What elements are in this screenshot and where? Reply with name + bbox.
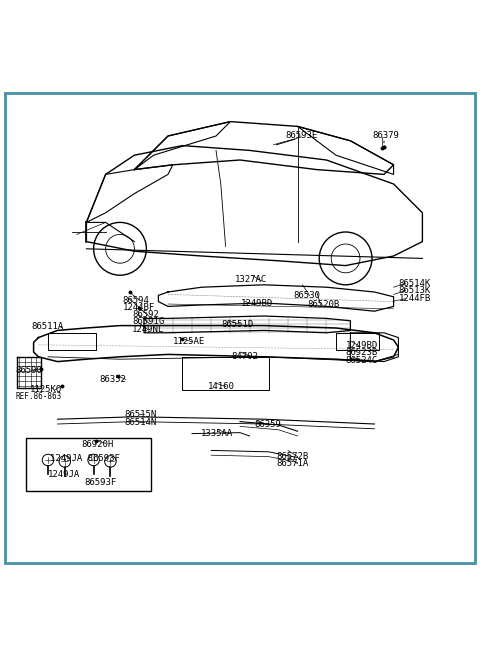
Text: 1244FB: 1244FB [398,294,431,302]
Text: 86513K: 86513K [398,286,431,295]
Bar [336,333,379,350]
Text: 86920H: 86920H [82,440,114,449]
Text: 86551D: 86551D [222,319,254,329]
Text: REF.86-863: REF.86-863 [15,392,61,401]
Text: 1249BD: 1249BD [241,300,273,308]
Text: 1249BD: 1249BD [346,341,378,350]
Text: 1249NL: 1249NL [132,325,164,334]
Bar [182,357,269,390]
Text: 86592: 86592 [132,310,159,319]
Text: 86593E: 86593E [286,131,318,140]
Text: 1249JA: 1249JA [48,470,80,479]
Text: 84702: 84702 [231,352,258,361]
Text: 86591G: 86591G [132,318,164,326]
Text: 1327AC: 1327AC [235,276,267,285]
Text: 86593F: 86593F [84,478,116,487]
Bar [48,333,96,350]
Text: 86379: 86379 [372,131,399,140]
Text: 86524C: 86524C [346,356,378,365]
Bar [26,438,151,491]
Text: 1244BF: 1244BF [122,303,155,312]
Text: 86571A: 86571A [276,459,308,468]
Text: 86594: 86594 [122,296,149,304]
Text: 86590: 86590 [15,366,42,375]
Text: 86514K: 86514K [398,279,431,288]
Text: 86359: 86359 [254,420,281,430]
Text: 86530: 86530 [294,291,321,300]
Text: 1249JA 86593F: 1249JA 86593F [50,454,120,463]
Text: 1125AE: 1125AE [173,337,205,346]
Text: 86572B: 86572B [276,452,308,461]
Text: 1125KQ: 1125KQ [30,385,62,394]
Text: 86520B: 86520B [307,300,339,310]
Text: 1335AA: 1335AA [201,429,233,438]
Text: 86511A: 86511A [31,322,63,331]
Text: 86352: 86352 [100,375,127,384]
Text: 86523B: 86523B [346,348,378,358]
Text: 86515N: 86515N [125,410,157,419]
Text: 14160: 14160 [207,382,234,391]
Text: 86514N: 86514N [125,418,157,426]
